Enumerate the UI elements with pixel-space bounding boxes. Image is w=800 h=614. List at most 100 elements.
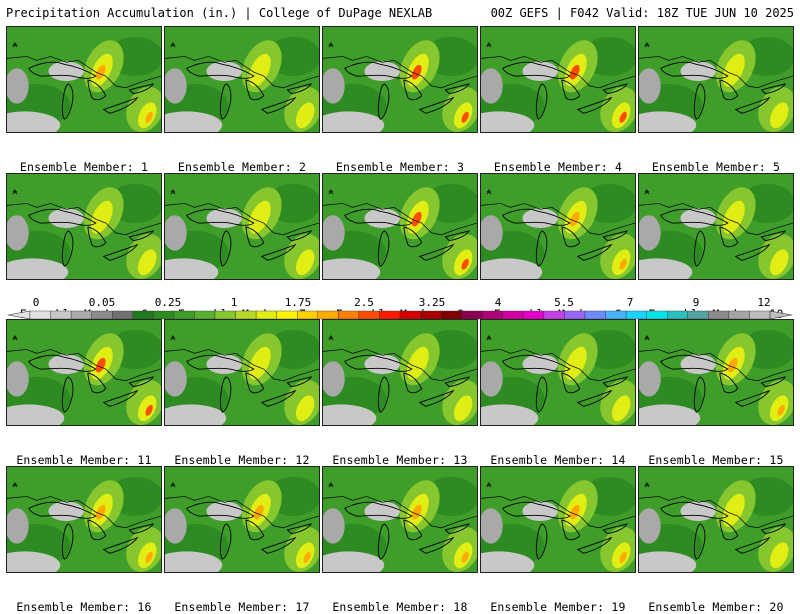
- ensemble-member-label: Ensemble Member: 17: [174, 600, 310, 614]
- ensemble-member-panel: [638, 319, 794, 426]
- colorbar-swatch: [338, 310, 360, 320]
- colorbar-swatch: [502, 310, 524, 320]
- ensemble-member-panel: [480, 319, 636, 426]
- ensemble-member-panel: [6, 26, 162, 133]
- ensemble-member-panel: [6, 173, 162, 280]
- ensemble-member-label: Ensemble Member: 19: [490, 600, 626, 614]
- ensemble-member-panel: [480, 466, 636, 573]
- ensemble-member-panel: [322, 26, 478, 133]
- precip-map: [481, 27, 635, 132]
- precip-map: [323, 467, 477, 572]
- colorbar-swatch: [173, 310, 195, 320]
- colorbar-tick-label: 4: [494, 296, 502, 309]
- colorbar-swatch: [379, 310, 401, 320]
- precip-map: [323, 174, 477, 279]
- ensemble-member-panel: [6, 466, 162, 573]
- colorbar-tick-label: 0: [32, 296, 40, 309]
- colorbar-swatch: [584, 310, 606, 320]
- colorbar-tick-label: 7: [626, 296, 634, 309]
- colorbar-swatch: [153, 310, 175, 320]
- colorbar-swatch: [112, 310, 133, 320]
- ensemble-member-label: Ensemble Member: 15: [648, 453, 784, 467]
- ensemble-member-panel: [322, 466, 478, 573]
- colorbar-swatch: [708, 310, 730, 320]
- ensemble-member-panel: [480, 26, 636, 133]
- colorbar-swatch: [70, 310, 92, 320]
- colorbar-swatch: [728, 310, 750, 320]
- colorbar-tick-label: 0.05: [88, 296, 116, 309]
- precip-map: [7, 174, 161, 279]
- colorbar-swatch: [358, 310, 380, 320]
- colorbar-left-arrow-icon: [7, 310, 31, 320]
- ensemble-member-label: Ensemble Member: 1: [19, 160, 149, 174]
- ensemble-member-panel: [164, 173, 320, 280]
- ensemble-member-label: Ensemble Member: 13: [332, 453, 468, 467]
- precip-map: [7, 320, 161, 425]
- colorbar-tick-label: 1.75: [284, 296, 312, 309]
- colorbar-tick-label: 0.25: [154, 296, 182, 309]
- ensemble-member-label: Ensemble Member: 3: [335, 160, 465, 174]
- ensemble-member-panel: [480, 173, 636, 280]
- colorbar-swatch: [482, 310, 503, 320]
- ensemble-member-panel: [164, 466, 320, 573]
- colorbar-swatch: [646, 310, 668, 320]
- precip-map: [323, 27, 477, 132]
- ensemble-member-label: Ensemble Member: 18: [332, 600, 468, 614]
- precip-map: [7, 27, 161, 132]
- colorbar-swatch: [605, 310, 627, 320]
- model-run-info: 00Z GEFS | F042 Valid: 18Z TUE JUN 10 20…: [490, 6, 794, 20]
- precip-map: [481, 320, 635, 425]
- colorbar-swatch: [667, 310, 688, 320]
- precip-map: [481, 174, 635, 279]
- colorbar-swatch: [625, 310, 647, 320]
- colorbar-swatch: [564, 310, 586, 320]
- colorbar-tick-label: 9: [692, 296, 700, 309]
- colorbar-swatch: [420, 310, 442, 320]
- ensemble-member-panel: [638, 173, 794, 280]
- ensemble-member-label: Ensemble Member: 2: [177, 160, 307, 174]
- colorbar-swatch: [255, 310, 277, 320]
- colorbar-tick-label: 2.5: [354, 296, 374, 309]
- colorbar-tick-label: 5.5: [554, 296, 574, 309]
- precip-map: [639, 320, 793, 425]
- colorbar-swatch: [687, 310, 709, 320]
- colorbar-swatch: [29, 310, 51, 320]
- ensemble-member-label: Ensemble Member: 11: [16, 453, 152, 467]
- colorbar-tick-label: 1: [230, 296, 238, 309]
- precip-map: [639, 467, 793, 572]
- colorbar-swatch: [214, 310, 236, 320]
- colorbar-swatch: [91, 310, 113, 320]
- colorbar-swatch: [461, 310, 483, 320]
- colorbar-tick-label: 12: [757, 296, 771, 309]
- ensemble-member-label: Ensemble Member: 14: [490, 453, 626, 467]
- precip-map: [165, 320, 319, 425]
- colorbar-swatch: [132, 310, 154, 320]
- ensemble-member-panel: [322, 319, 478, 426]
- colorbar-right-arrow-icon: [769, 310, 793, 320]
- colorbar-swatch: [523, 310, 545, 320]
- colorbar-swatch: [194, 310, 216, 320]
- colorbar-swatch: [50, 310, 72, 320]
- ensemble-member-label: Ensemble Member: 16: [16, 600, 152, 614]
- precip-map: [165, 467, 319, 572]
- precip-map: [639, 174, 793, 279]
- colorbar-swatch: [235, 310, 257, 320]
- colorbar-swatch: [749, 310, 771, 320]
- colorbar-swatch: [399, 310, 421, 320]
- colorbar-swatch: [543, 310, 565, 320]
- colorbar-swatch: [440, 310, 462, 320]
- ensemble-member-panel: [164, 26, 320, 133]
- ensemble-member-label: Ensemble Member: 4: [493, 160, 623, 174]
- map-title: Precipitation Accumulation (in.) | Colle…: [6, 6, 433, 20]
- precip-map: [481, 467, 635, 572]
- precip-map: [639, 27, 793, 132]
- ensemble-member-panel: [638, 26, 794, 133]
- precip-map: [165, 174, 319, 279]
- colorbar-swatch: [317, 310, 339, 320]
- colorbar-swatch: [297, 310, 318, 320]
- ensemble-member-panel: [322, 173, 478, 280]
- colorbar-swatch: [276, 310, 298, 320]
- precip-map: [165, 27, 319, 132]
- colorbar-tick-label: 3.25: [418, 296, 446, 309]
- precipitation-colorbar: [0, 300, 800, 322]
